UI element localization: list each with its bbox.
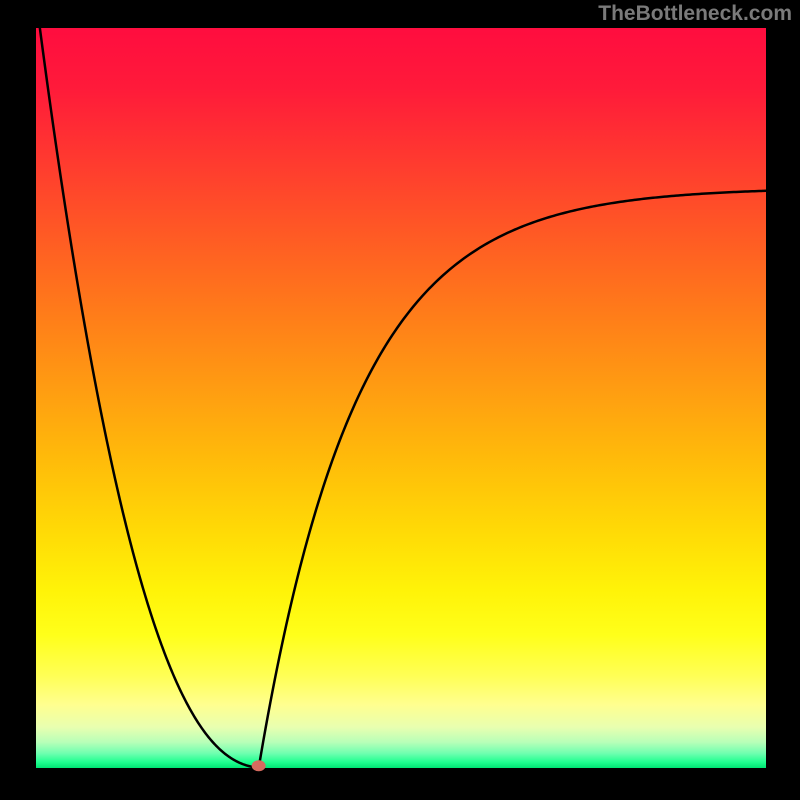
plot-background [36,28,766,768]
chart-svg [0,0,800,800]
watermark-text: TheBottleneck.com [598,2,792,26]
chart-container: TheBottleneck.com [0,0,800,800]
minimum-marker [252,760,266,771]
